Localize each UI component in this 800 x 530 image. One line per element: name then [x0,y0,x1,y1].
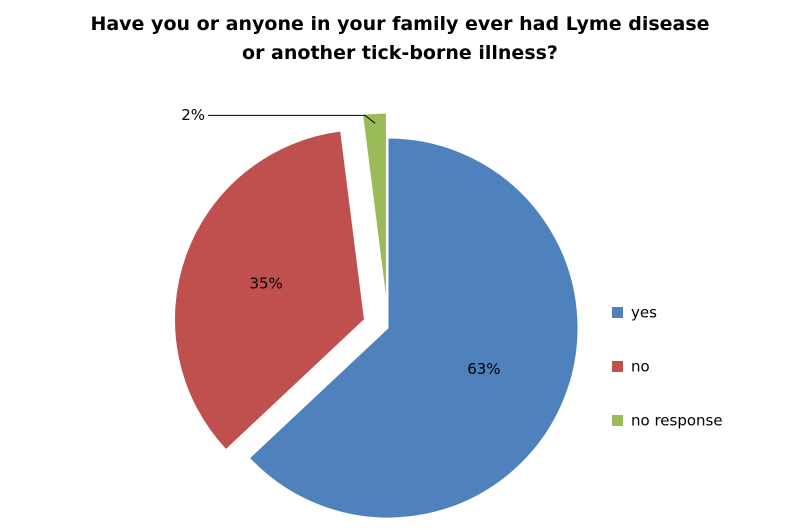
data-label: 35% [249,275,282,293]
legend-swatch [612,307,623,318]
legend-swatch [612,415,623,426]
legend-label: no response [631,412,723,430]
pie-slice [362,112,387,304]
data-label: 2% [181,106,205,124]
legend-label: no [631,358,650,376]
legend-swatch [612,361,623,372]
chart-title: Have you or anyone in your family ever h… [90,13,710,64]
pie-slice [248,137,579,519]
data-label: 63% [467,360,500,378]
legend-label: yes [631,304,657,322]
pie-slice [174,130,366,451]
leader-line [208,114,376,124]
